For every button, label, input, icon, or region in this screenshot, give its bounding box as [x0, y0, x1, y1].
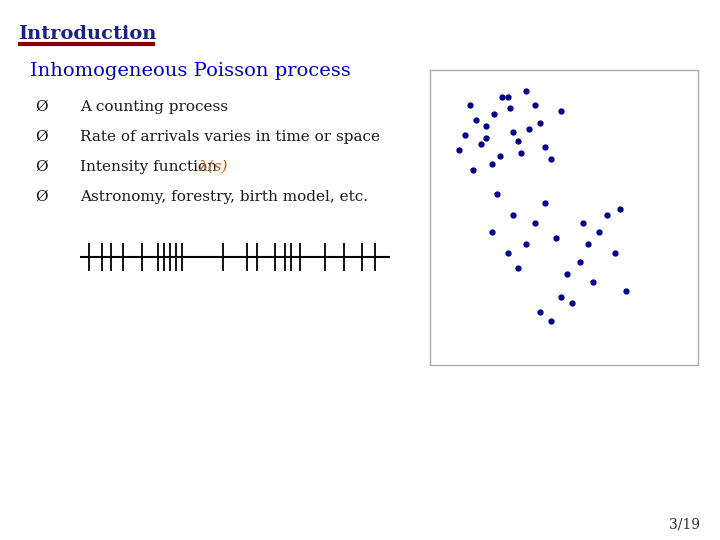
- Text: Introduction: Introduction: [18, 25, 156, 43]
- Text: Ø: Ø: [35, 130, 48, 144]
- Text: 3/19: 3/19: [669, 518, 700, 532]
- Text: Ø: Ø: [35, 190, 48, 204]
- Bar: [430, 70, 698, 365]
- Text: Inhomogeneous Poisson process: Inhomogeneous Poisson process: [30, 62, 351, 80]
- Text: Rate of arrivals varies in time or space: Rate of arrivals varies in time or space: [80, 130, 380, 144]
- Text: λ(s): λ(s): [198, 160, 228, 174]
- Text: Ø: Ø: [35, 160, 48, 174]
- Text: Astronomy, forestry, birth model, etc.: Astronomy, forestry, birth model, etc.: [80, 190, 368, 204]
- Text: Intensity function: Intensity function: [80, 160, 222, 174]
- Text: Ø: Ø: [35, 100, 48, 114]
- Text: A counting process: A counting process: [80, 100, 228, 114]
